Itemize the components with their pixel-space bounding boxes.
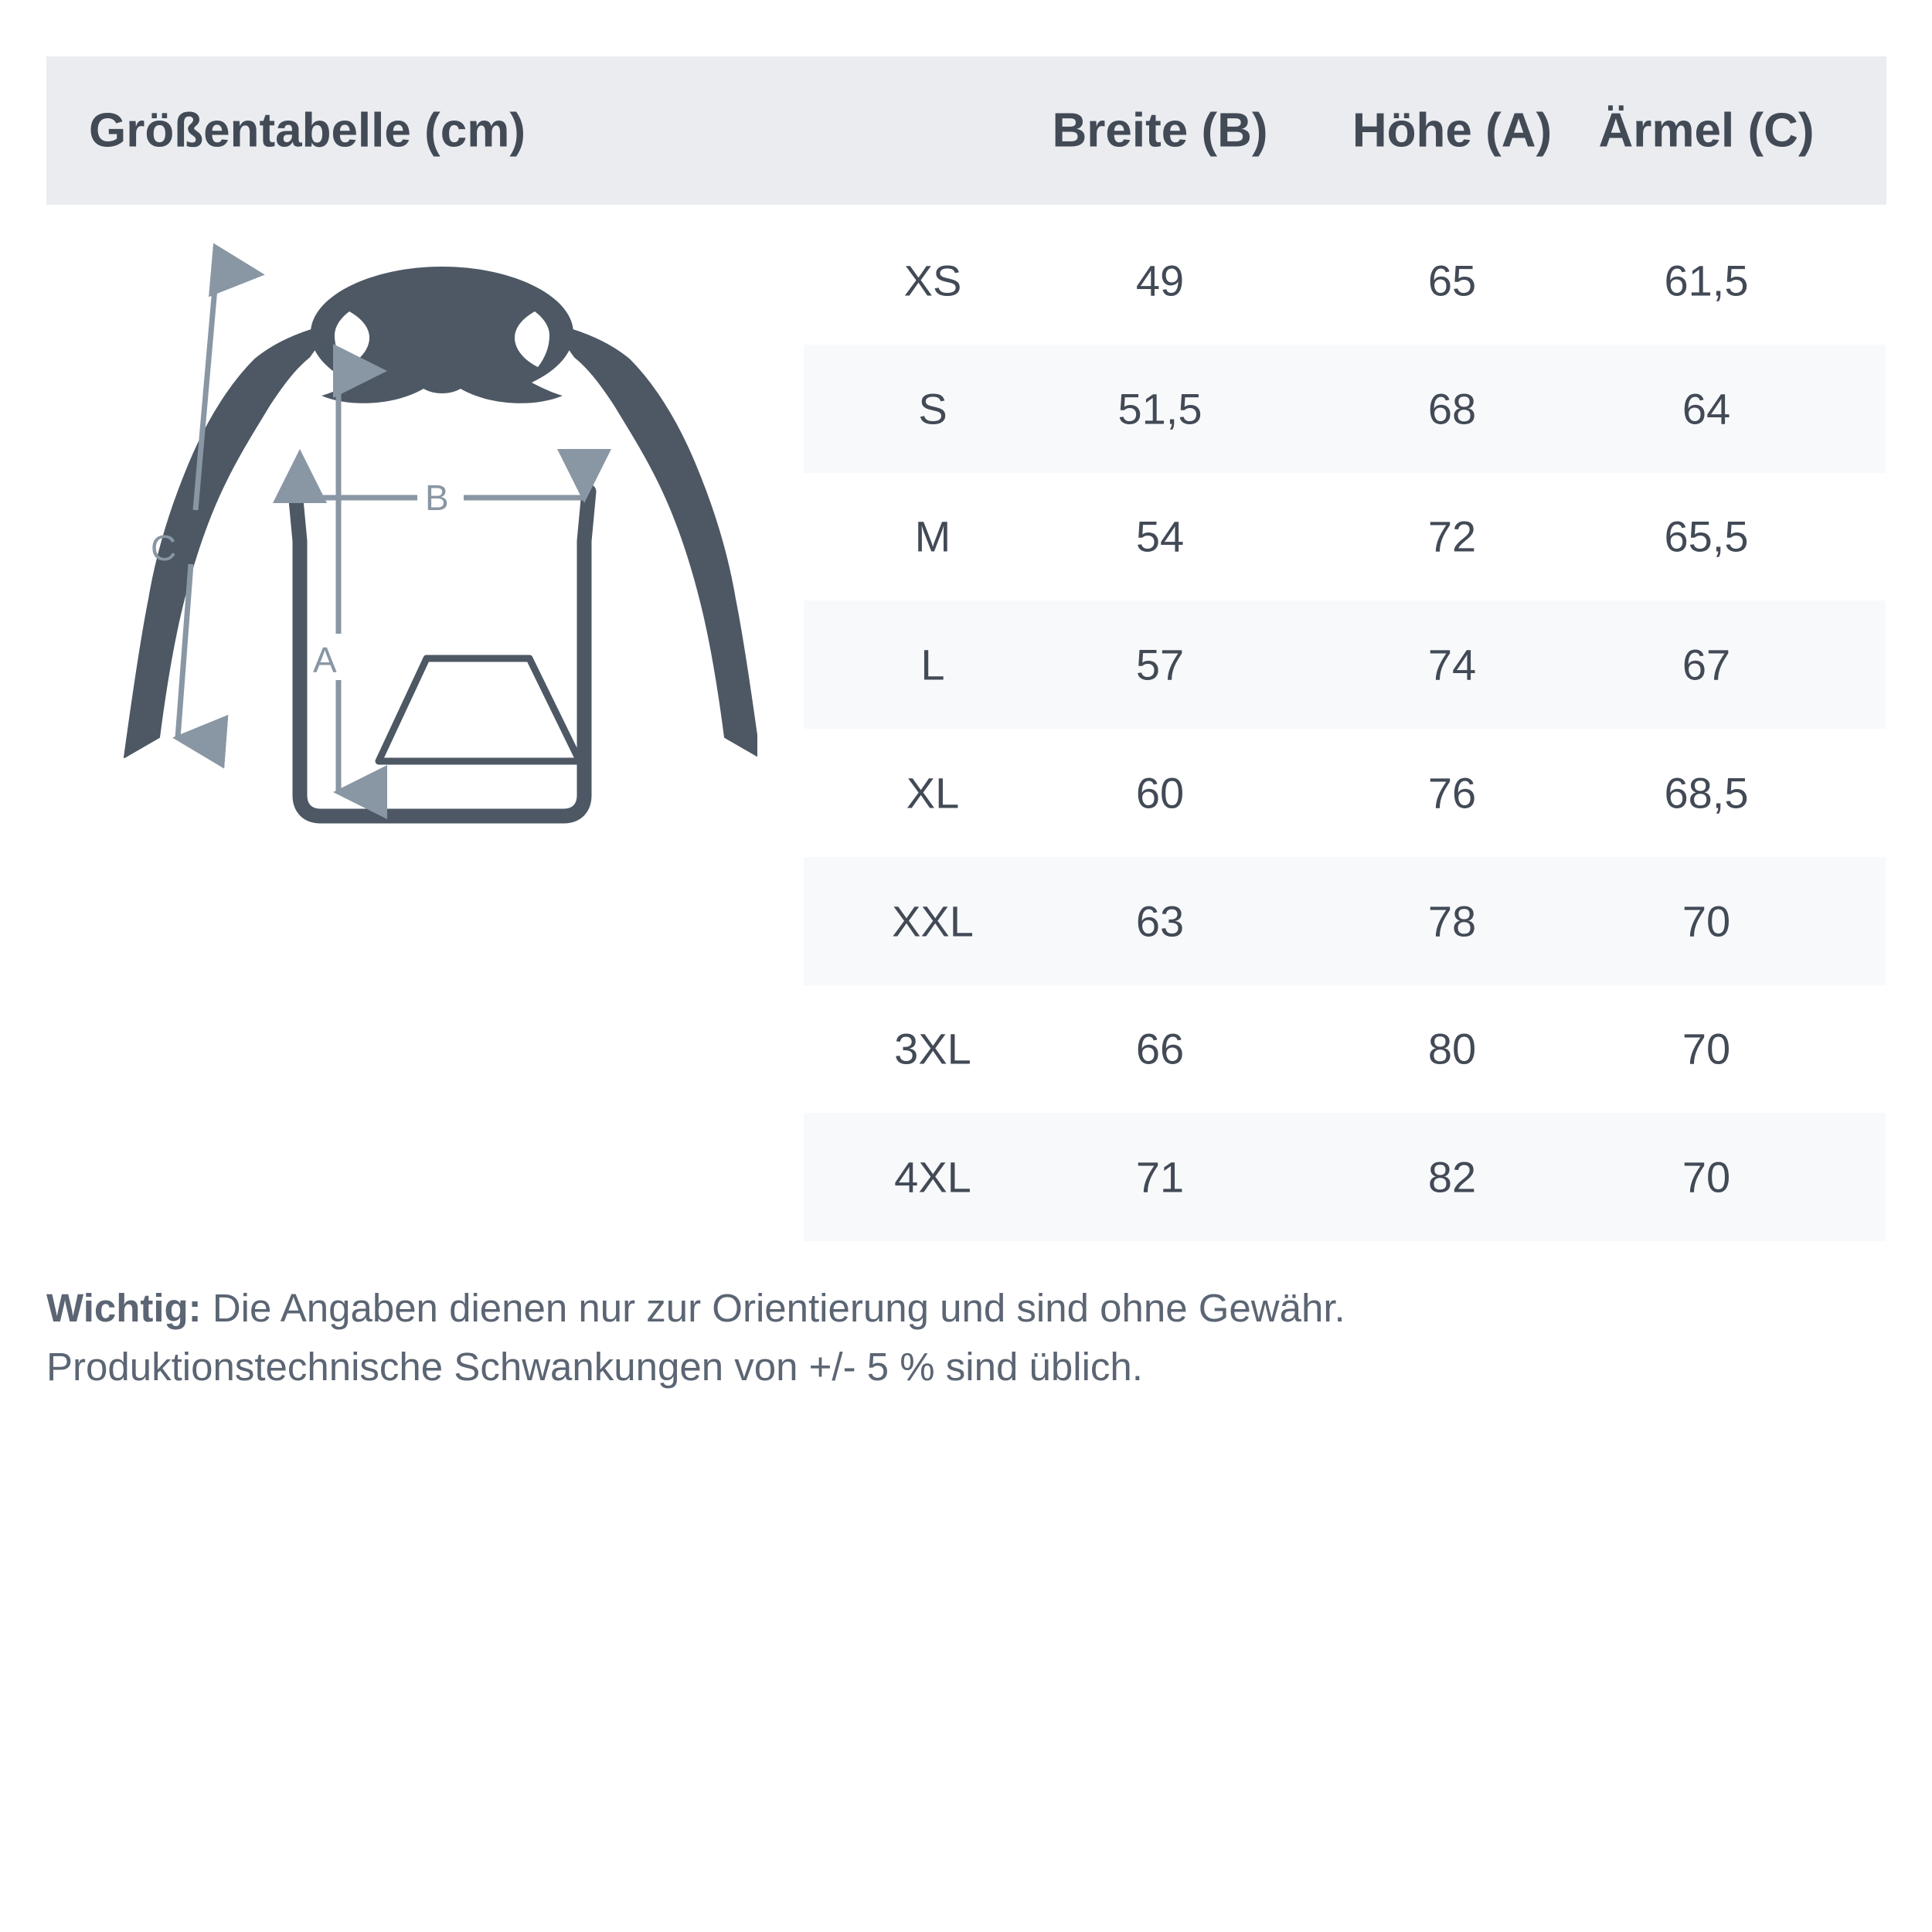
svg-text:A: A bbox=[313, 640, 337, 680]
svg-text:B: B bbox=[425, 478, 449, 518]
svg-text:C: C bbox=[151, 528, 176, 568]
